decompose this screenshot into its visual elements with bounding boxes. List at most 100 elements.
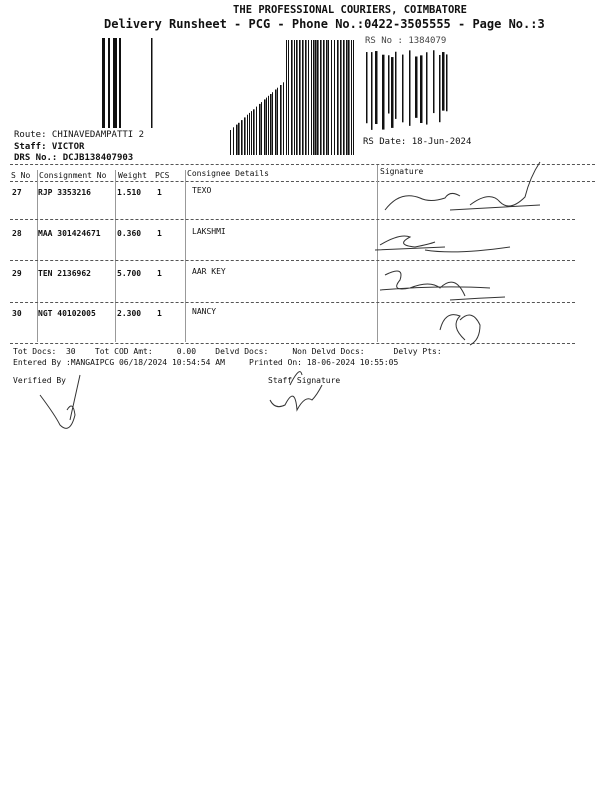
signature-row-30 (439, 314, 481, 346)
signature-row-29 (379, 270, 506, 301)
barcode-bar (351, 40, 352, 155)
row-consignment: NGT 40102005 (38, 309, 96, 318)
barcode-bar (268, 95, 269, 155)
barcode-bar (256, 106, 257, 155)
row-sno: 29 (12, 269, 22, 278)
barcode (102, 38, 448, 155)
row-sno: 30 (12, 309, 22, 318)
barcode-bar (353, 40, 354, 155)
barcode-bar (371, 52, 373, 130)
row-weight: 1.510 (117, 188, 142, 197)
barcode-bar (264, 99, 266, 155)
company-title: THE PROFESSIONAL COURIERS, COIMBATORE (233, 4, 467, 16)
barcode-bar (402, 54, 404, 123)
barcode-bar (337, 40, 339, 155)
barcode-bar (320, 40, 322, 155)
barcode-bar (328, 40, 329, 155)
verified-by-label: Verified By (13, 376, 66, 385)
row-divider (10, 260, 575, 261)
row-consignee: AAR KEY (192, 267, 226, 276)
barcode-bar (283, 82, 284, 155)
row-pcs: 1 (157, 269, 162, 278)
row-consignee: NANCY (192, 307, 217, 316)
row-weight: 5.700 (117, 269, 142, 278)
barcode-bar (286, 40, 287, 155)
barcode-bar (236, 124, 238, 155)
barcode-bar (343, 40, 345, 155)
barcode-bar (230, 130, 231, 155)
barcode-bar (247, 114, 248, 155)
barcode-bar (426, 52, 428, 125)
barcode-bar (391, 57, 394, 128)
divider (10, 164, 595, 165)
barcode-bar (291, 40, 293, 155)
barcode-bar (249, 112, 250, 155)
row-divider (10, 302, 575, 303)
barcode-bar (113, 38, 117, 128)
runsheet-subtitle: Delivery Runsheet - PCG - Phone No.:0422… (104, 17, 545, 31)
row-consignment: TEN 2136962 (38, 269, 91, 278)
barcode-bar (253, 109, 255, 155)
barcode-bar (313, 40, 315, 155)
row-divider (10, 219, 575, 220)
row-divider (10, 343, 575, 344)
row-consignee: TEXO (192, 186, 212, 195)
row-weight: 2.300 (117, 309, 142, 318)
col-signature: Signature (380, 167, 424, 176)
barcode-bar (238, 122, 240, 155)
row-consignee: LAKSHMI (192, 227, 226, 236)
barcode-bar (294, 40, 295, 155)
col-consignment: Consignment No (39, 171, 107, 180)
signature-staff (269, 371, 323, 412)
row-weight: 0.360 (117, 229, 142, 238)
barcode-bar (241, 120, 243, 155)
barcode-bar (331, 40, 332, 155)
barcode-bar (233, 127, 234, 155)
barcode-bar (439, 54, 441, 123)
barcode-bar (340, 40, 342, 155)
barcode-bar (277, 87, 278, 155)
barcode-bar (266, 97, 267, 155)
barcode-bar (388, 55, 390, 114)
col-consignee: Consignee Details (187, 169, 269, 178)
barcode-bar (259, 103, 261, 155)
barcode-bar (311, 40, 312, 155)
barcode-bar (382, 54, 385, 130)
barcode-bar (334, 40, 335, 155)
barcode-bar (302, 40, 304, 155)
barcode-bar (326, 40, 328, 155)
column-line (377, 165, 378, 342)
barcode-bar (270, 94, 272, 155)
barcode-bar (375, 51, 378, 125)
barcode-bar (433, 50, 435, 114)
divider (10, 181, 595, 182)
barcode-bar (280, 85, 282, 155)
column-line (37, 170, 38, 342)
row-consignment: MAA 301424671 (38, 229, 101, 238)
rs-number: RS No : 1384079 (365, 36, 447, 46)
barcode-bar (272, 92, 273, 155)
column-line (115, 170, 116, 342)
column-line (185, 170, 186, 342)
barcode-bar (288, 40, 289, 155)
signature-row-27 (384, 161, 541, 211)
barcode-bar (409, 50, 411, 126)
row-pcs: 1 (157, 309, 162, 318)
route: Route: CHINAVEDAMPATTI 2 (14, 130, 145, 140)
barcode-bar (317, 40, 319, 155)
barcode-bar (102, 38, 105, 128)
signature-verified (39, 374, 81, 429)
barcode-bar (395, 51, 397, 119)
row-sno: 28 (12, 229, 22, 238)
barcode-bar (119, 38, 121, 128)
row-pcs: 1 (157, 188, 162, 197)
barcode-bar (151, 38, 153, 128)
barcode-bar (348, 40, 350, 155)
totals-line: Tot Docs: 30 Tot COD Amt: 0.00 Delvd Doc… (13, 347, 442, 356)
barcode-bar (446, 54, 448, 112)
barcode-bar (305, 40, 307, 155)
row-consignment: RJP 3353216 (38, 188, 91, 197)
barcode-bar (261, 102, 262, 155)
